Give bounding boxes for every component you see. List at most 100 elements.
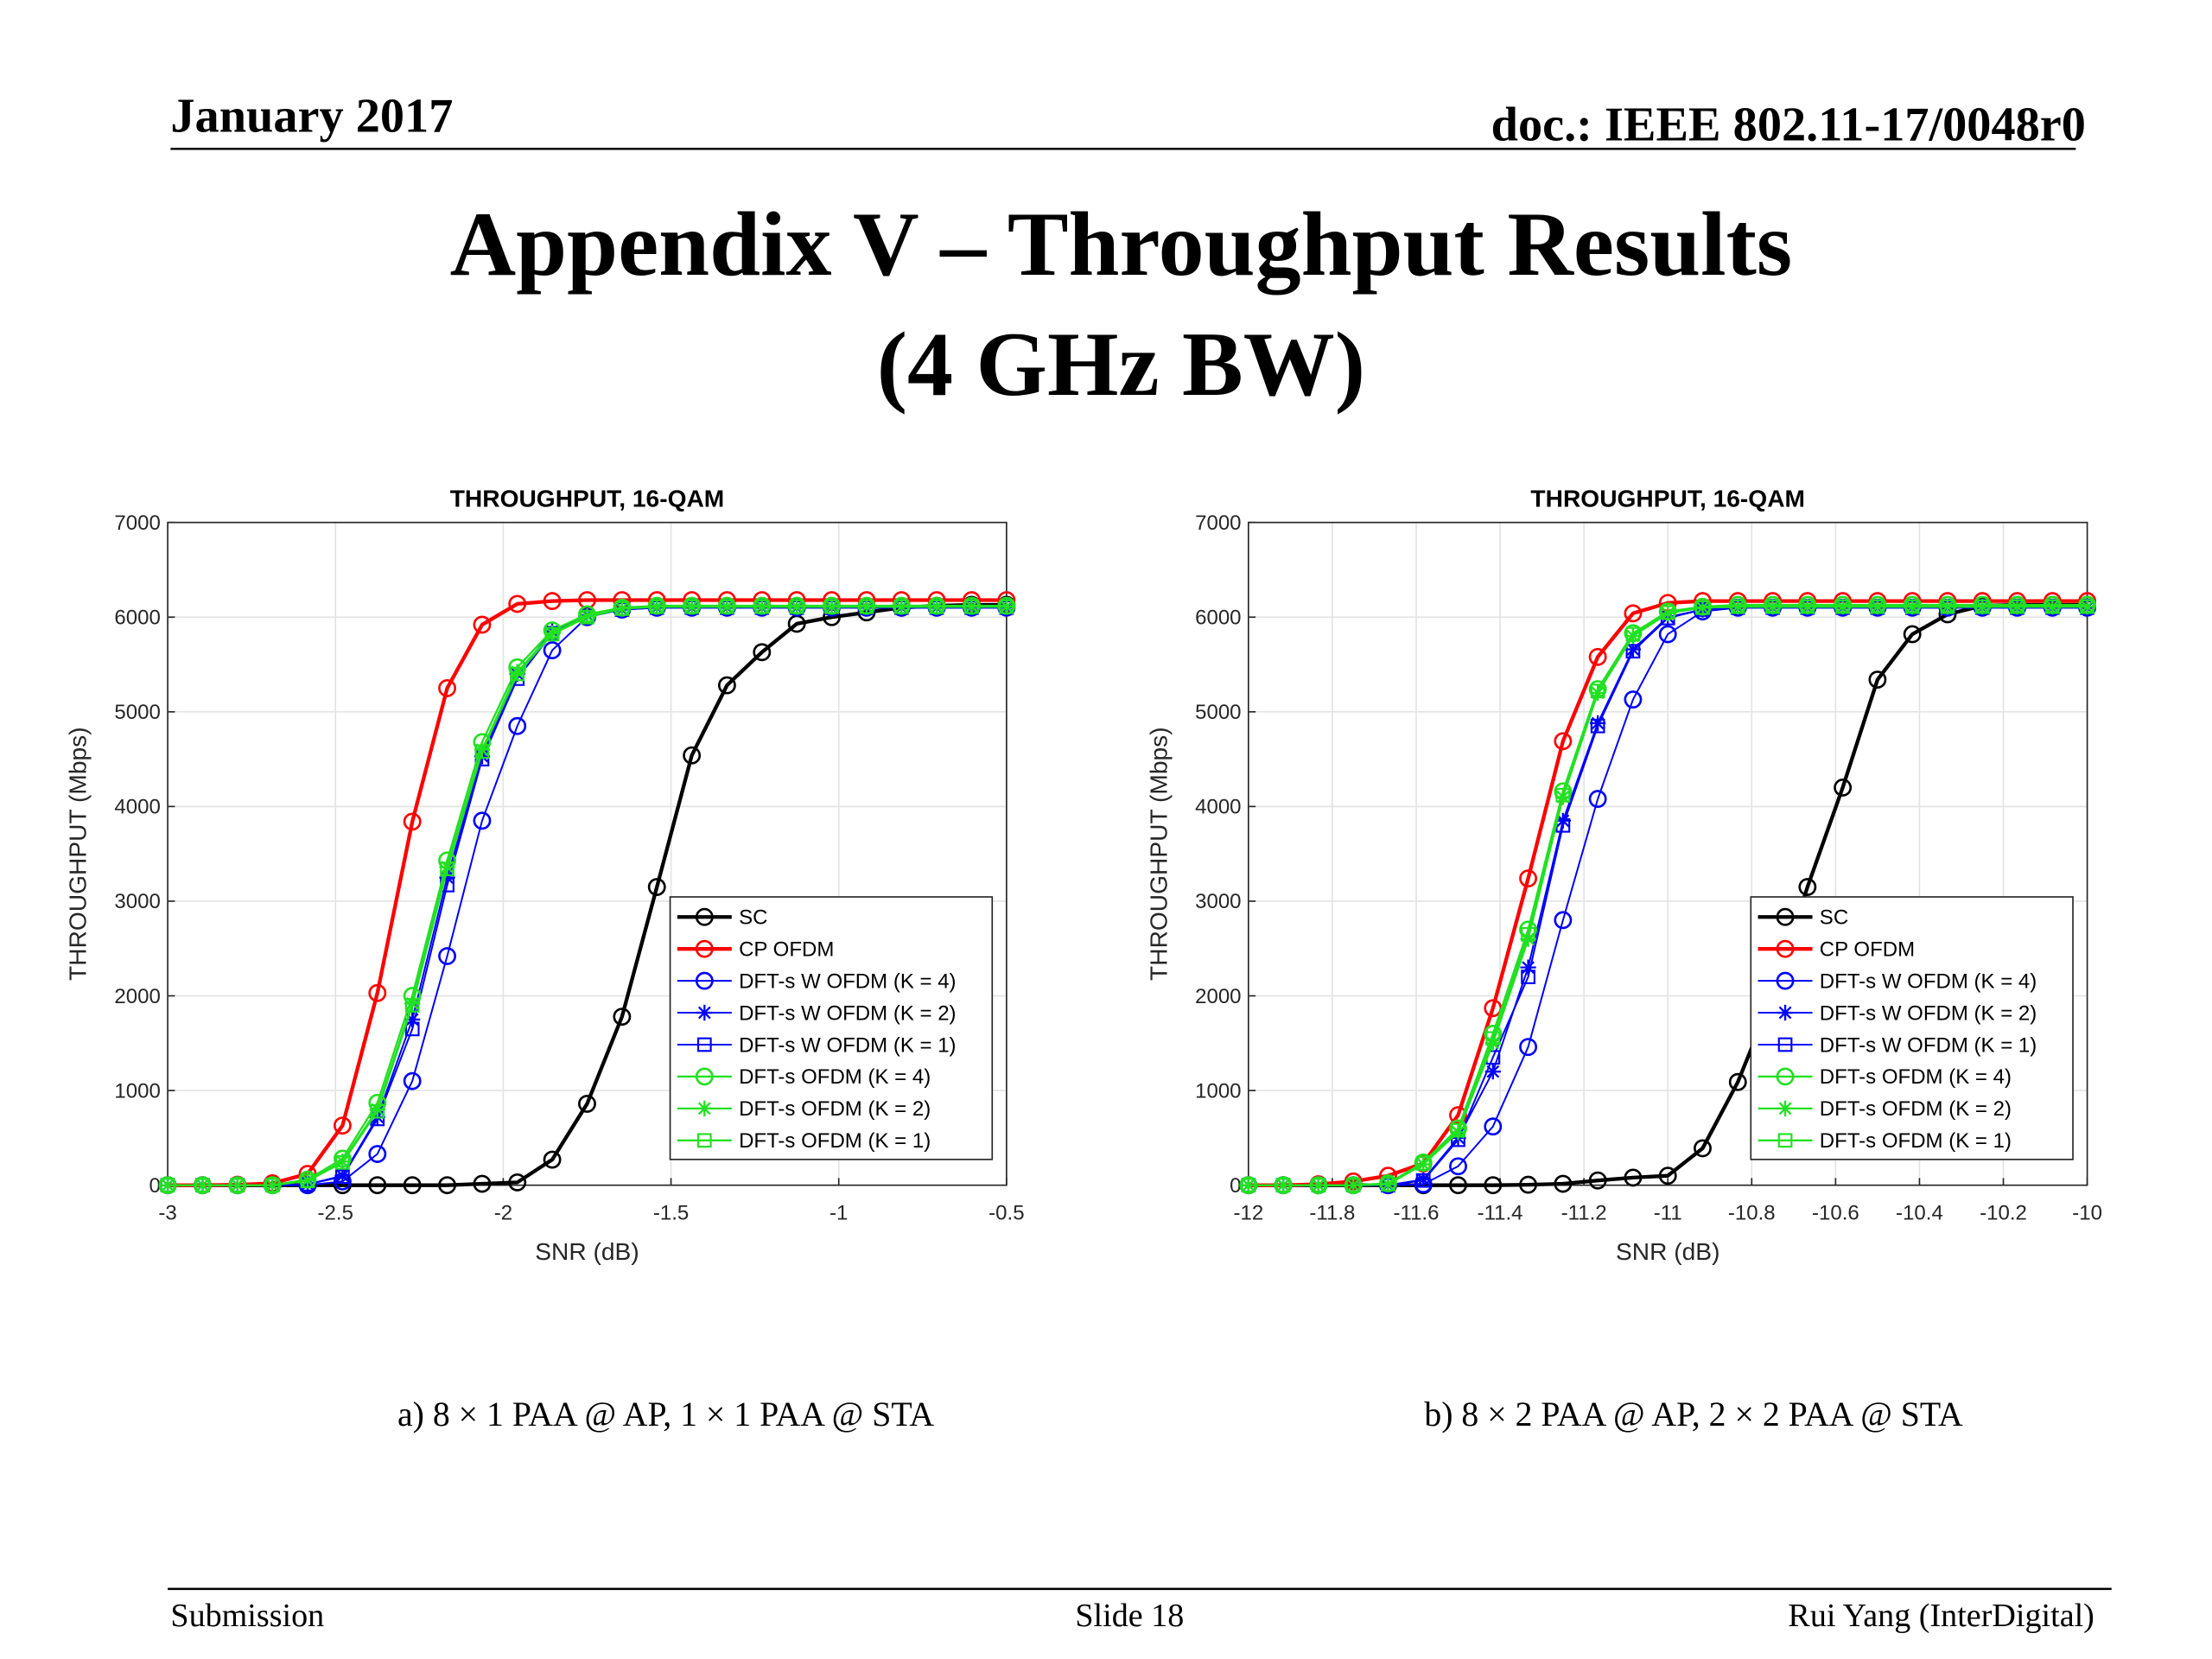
marker <box>1868 671 1887 689</box>
marker <box>1870 599 1885 614</box>
y-tick-label: 1000 <box>114 1079 160 1103</box>
marker <box>230 1178 245 1193</box>
x-tick-label: -10.6 <box>1812 1201 1859 1224</box>
marker <box>1590 715 1606 732</box>
y-tick-label: 1000 <box>1195 1079 1241 1103</box>
marker <box>1519 1038 1538 1057</box>
marker <box>1798 878 1817 896</box>
marker <box>439 869 455 886</box>
legend-marker <box>696 1004 713 1021</box>
chart: 0 1000 2000 3000 4000 5000 6000 7000 -3 -2.5 -2 -1.… <box>65 485 1025 1433</box>
legend-label: DFT-s OFDM (K = 2) <box>739 1097 931 1121</box>
legend-label: DFT-s W OFDM (K = 2) <box>739 1001 956 1025</box>
marker <box>333 1116 352 1135</box>
marker <box>720 599 734 614</box>
legend-box <box>669 896 994 1160</box>
y-tick-label: 2000 <box>1195 985 1241 1008</box>
slide-title: (4 GHz BW) <box>877 314 1365 415</box>
x-tick-label: -11.2 <box>1561 1201 1607 1224</box>
legend-label: DFT-s OFDM (K = 1) <box>1820 1129 2012 1153</box>
marker <box>543 592 562 611</box>
marker <box>1554 812 1571 829</box>
marker <box>1345 1178 1361 1193</box>
marker <box>440 861 454 877</box>
marker <box>614 601 630 616</box>
legend-label: DFT-s W OFDM (K = 4) <box>1820 969 2037 993</box>
marker <box>1484 1117 1503 1136</box>
marker <box>1590 683 1605 699</box>
x-tick-label: -10.2 <box>1980 1201 2027 1224</box>
marker <box>368 1176 387 1195</box>
marker <box>1521 969 1535 984</box>
marker <box>1834 779 1853 797</box>
marker <box>2010 599 2024 614</box>
y-tick-label: 4000 <box>1195 796 1241 819</box>
marker <box>1624 1168 1643 1187</box>
y-tick-label: 6000 <box>1195 607 1241 630</box>
chart: 0 1000 2000 3000 4000 5000 6000 7000 -12 -11.8 -11… <box>1145 485 2102 1433</box>
footer-left: Submission <box>170 1598 324 1634</box>
marker <box>438 1176 456 1195</box>
marker <box>753 643 772 662</box>
marker <box>1451 1122 1465 1138</box>
x-tick-label: -3 <box>158 1201 176 1224</box>
marker <box>1728 1072 1747 1091</box>
marker <box>1485 1031 1501 1046</box>
y-tick-label: 0 <box>149 1174 160 1198</box>
marker <box>1449 1176 1467 1195</box>
marker <box>508 1173 527 1192</box>
marker <box>683 746 702 765</box>
marker <box>647 878 666 896</box>
marker <box>1520 959 1536 976</box>
legend-marker <box>1776 939 1795 958</box>
marker <box>1519 1175 1538 1194</box>
marker <box>404 1011 421 1028</box>
y-tick-label: 0 <box>1230 1174 1241 1198</box>
marker <box>1624 604 1643 623</box>
x-tick-label: -11.8 <box>1309 1201 1355 1224</box>
legend-marker <box>695 939 714 958</box>
legend-marker <box>1776 971 1795 990</box>
x-tick-label: -12 <box>1233 1201 1263 1224</box>
marker <box>403 1071 422 1090</box>
legend-label: DFT-s W OFDM (K = 2) <box>1820 1001 2037 1025</box>
x-tick-label: -10 <box>2072 1201 2102 1224</box>
marker <box>929 599 944 614</box>
marker <box>1241 1178 1256 1193</box>
y-tick-label: 5000 <box>114 701 160 724</box>
marker <box>964 599 979 614</box>
marker <box>1484 1064 1501 1080</box>
marker <box>1695 600 1710 615</box>
marker <box>1588 647 1607 666</box>
marker <box>1275 1178 1291 1193</box>
legend-label: DFT-s W OFDM (K = 1) <box>1820 1033 2037 1057</box>
marker <box>264 1178 280 1193</box>
marker <box>1940 599 1955 614</box>
y-tick-label: 6000 <box>114 607 160 630</box>
marker <box>403 1176 422 1195</box>
header-doc: doc.: IEEE 802.11-17/0048r0 <box>1491 98 2086 151</box>
legend-marker <box>695 1067 714 1086</box>
marker <box>543 1150 562 1169</box>
marker <box>474 744 490 760</box>
y-tick-label: 4000 <box>114 796 160 819</box>
marker <box>160 1178 175 1193</box>
chart-caption: b) 8 × 2 PAA @ AP, 2 × 2 PAA @ STA <box>1424 1395 1963 1433</box>
slide-title: Appendix V – Throughput Results <box>450 194 1793 295</box>
marker <box>684 599 699 614</box>
marker <box>403 812 422 831</box>
series-line <box>1248 606 2088 1186</box>
x-tick-label: -1 <box>830 1201 848 1224</box>
legend-label: SC <box>739 906 767 930</box>
legend-label: CP OFDM <box>1820 938 1915 961</box>
legend-marker <box>1777 1037 1793 1052</box>
footer-center: Slide 18 <box>1075 1598 1184 1634</box>
marker <box>1521 926 1535 942</box>
marker <box>368 983 387 1002</box>
chart-title: THROUGHPUT, 16-QAM <box>1530 485 1805 512</box>
footer-right: Rui Yang (InterDigital) <box>1788 1598 2094 1634</box>
legend-label: DFT-s OFDM (K = 2) <box>1820 1097 2012 1121</box>
marker <box>1625 626 1641 642</box>
marker <box>473 615 492 634</box>
